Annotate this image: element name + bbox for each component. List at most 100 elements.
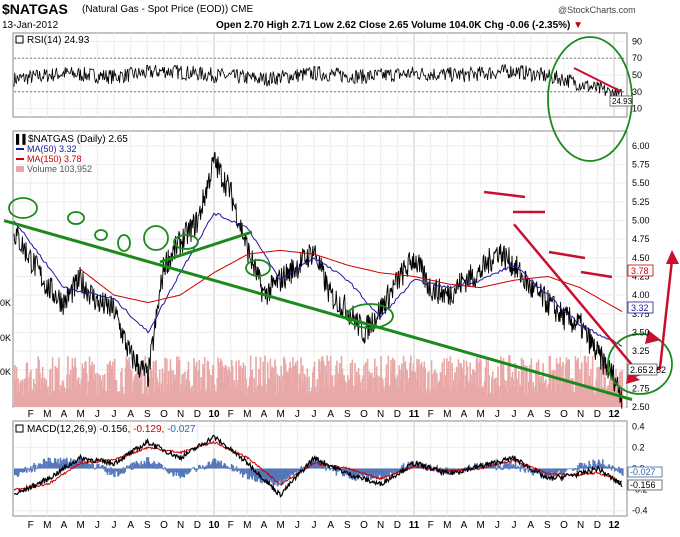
volume-bar <box>147 386 149 407</box>
volume-bar <box>164 357 166 407</box>
x-tick-label: 11 <box>409 520 420 531</box>
volume-bar <box>304 376 307 407</box>
macd-histogram-bar <box>602 459 604 469</box>
volume-bar <box>41 378 43 407</box>
volume-bar <box>239 366 241 407</box>
macd-histogram-bar <box>464 467 466 469</box>
volume-bar <box>315 392 318 407</box>
volume-bar <box>572 377 574 407</box>
volume-bar <box>584 355 587 407</box>
volume-bar <box>300 357 302 407</box>
macd-histogram-bar <box>310 464 312 469</box>
volume-bar <box>76 389 78 407</box>
macd-histogram-bar <box>161 464 163 469</box>
volume-bar <box>418 359 420 407</box>
volume-bar <box>55 367 57 407</box>
volume-bar <box>358 374 361 407</box>
volume-bar <box>206 360 209 407</box>
volume-bar <box>145 386 147 407</box>
volume-bar <box>406 370 408 407</box>
volume-bar <box>545 388 548 407</box>
macd-histogram-bar <box>122 467 125 469</box>
volume-bar <box>125 356 128 407</box>
volume-bar <box>516 378 518 407</box>
ohlc-text: Open 2.70 High 2.71 Low 2.62 Close 2.65 … <box>216 20 571 31</box>
macd-histogram-bar <box>498 465 501 469</box>
volume-bar <box>62 381 65 407</box>
volume-bar <box>409 362 411 407</box>
macd-histogram-bar <box>526 468 528 470</box>
macd-histogram-bar <box>164 467 166 469</box>
volume-bar <box>590 384 593 407</box>
volume-bar <box>171 384 174 407</box>
volume-bar <box>348 379 351 407</box>
volume-bar <box>221 360 223 407</box>
volume-bar <box>219 362 221 407</box>
volume-bar <box>175 378 177 407</box>
x-tick-label: O <box>560 409 568 420</box>
volume-bar <box>26 362 29 407</box>
macd-histogram-bar <box>331 467 334 469</box>
volume-bar <box>50 393 53 407</box>
volume-bar <box>159 391 162 407</box>
volume-bar <box>594 392 597 407</box>
macd-histogram-bar <box>67 463 70 469</box>
volume-bar <box>611 370 614 407</box>
volume-bar <box>267 378 270 407</box>
volume-bar <box>174 374 176 407</box>
volume-bar <box>486 394 489 407</box>
volume-bar <box>349 363 352 407</box>
volume-bar <box>413 387 416 407</box>
brand-watermark[interactable]: @StockCharts.com <box>558 5 636 15</box>
macd-histogram-bar <box>358 468 361 474</box>
volume-bar <box>555 357 558 407</box>
volume-bar <box>284 358 286 407</box>
volume-bar <box>324 365 327 407</box>
volume-bar <box>462 371 464 407</box>
volume-bar <box>464 389 466 407</box>
volume-bar <box>372 394 374 407</box>
volume-bar <box>447 361 450 407</box>
volume-bar <box>154 361 156 407</box>
volume-bar <box>143 368 146 407</box>
volume-bar <box>603 362 606 407</box>
volume-bar <box>260 388 263 407</box>
volume-bar <box>525 368 527 407</box>
volume-bar <box>212 365 214 407</box>
volume-bar <box>535 369 537 407</box>
red-resistance-line <box>548 250 586 260</box>
volume-bar <box>199 389 201 407</box>
volume-bar <box>579 368 581 407</box>
volume-bar <box>32 378 35 407</box>
volume-bar <box>378 376 381 407</box>
red-downtrend-line <box>513 223 637 371</box>
macd-histogram-bar <box>354 468 357 481</box>
macd-histogram-bar <box>618 466 620 469</box>
macd-histogram-bar <box>231 468 234 472</box>
macd-histogram-bar <box>79 460 82 469</box>
volume-bar <box>293 366 295 407</box>
volume-bar <box>368 371 371 407</box>
volume-bar <box>340 355 343 407</box>
macd-histogram-bar <box>43 458 46 469</box>
volume-bar <box>251 369 254 407</box>
macd-histogram-bar <box>170 468 172 473</box>
macd-histogram-bar <box>500 468 502 470</box>
volume-bar <box>602 387 605 407</box>
symbol-title: $NATGAS <box>2 1 68 17</box>
volume-bar <box>461 367 463 407</box>
x-tick-label: J <box>295 409 300 420</box>
volume-bar <box>66 374 68 407</box>
volume-bar <box>68 374 71 407</box>
volume-bar <box>356 371 358 407</box>
macd-histogram-bar <box>374 468 377 477</box>
macd-histogram-bar <box>490 466 493 469</box>
macd-histogram-bar <box>62 458 65 469</box>
macd-histogram-bar <box>336 468 338 472</box>
volume-bar <box>82 369 84 407</box>
macd-histogram-bar <box>123 468 126 474</box>
macd-histogram-bar <box>103 466 106 469</box>
volume-bar <box>371 372 373 407</box>
macd-histogram-bar <box>414 466 417 469</box>
volume-bar <box>552 372 554 407</box>
